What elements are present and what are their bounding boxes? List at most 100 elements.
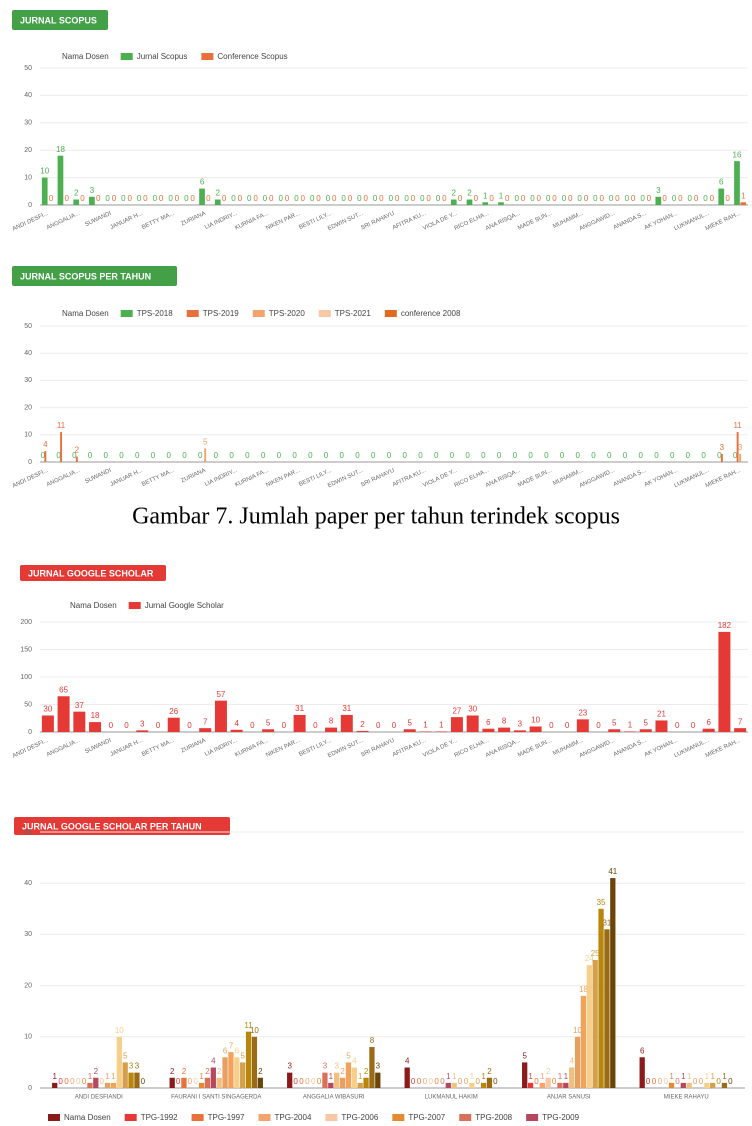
bar: [204, 1077, 211, 1088]
value-label: 0: [357, 194, 362, 203]
x-tick-label: SUWANDI: [84, 738, 112, 755]
legend-swatch: [48, 1114, 60, 1121]
value-label: 4: [352, 1057, 357, 1066]
value-label: 0: [341, 194, 346, 203]
legend-label: TPS-2021: [335, 309, 372, 318]
value-label: 0: [184, 194, 189, 203]
value-label: 30: [43, 705, 52, 714]
legend-swatch: [252, 310, 265, 317]
value-label: 0: [263, 194, 268, 203]
value-label: 0: [214, 451, 219, 460]
bar: [287, 1072, 293, 1088]
value-label: 11: [733, 421, 742, 430]
y-tick-label: 50: [24, 323, 32, 330]
bar: [240, 1062, 246, 1088]
bar: [450, 717, 463, 732]
value-label: 1: [687, 1072, 692, 1081]
value-label: 0: [615, 194, 620, 203]
x-tick-label: ANA RISQA...: [485, 468, 522, 489]
value-label: 0: [105, 194, 110, 203]
x-tick-label: MADE SUN...: [517, 738, 553, 759]
x-tick-label: RICO ELHA...: [454, 738, 491, 759]
x-tick-label: MIEKE RAH...: [705, 738, 742, 760]
legend-swatch: [128, 602, 141, 609]
bar: [41, 177, 48, 205]
bar: [498, 202, 504, 205]
value-label: 0: [159, 194, 164, 203]
value-label: 2: [182, 1067, 187, 1076]
value-label: 1: [499, 191, 504, 200]
value-label: 18: [579, 985, 588, 994]
value-label: 0: [514, 194, 519, 203]
caption: Gambar 7. Jumlah paper per tahun terinde…: [132, 504, 620, 530]
bar: [739, 453, 742, 462]
value-label: 0: [428, 1077, 433, 1086]
value-label: 0: [475, 1077, 480, 1086]
value-label: 0: [299, 1077, 304, 1086]
y-tick-label: 0: [28, 202, 32, 209]
bar: [419, 731, 432, 732]
value-label: 0: [646, 1077, 651, 1086]
value-label: 0: [584, 194, 589, 203]
title-badge: [20, 565, 166, 581]
value-label: 0: [686, 451, 691, 460]
bar: [598, 908, 604, 1088]
y-tick-label: 0: [28, 729, 32, 736]
value-label: 0: [387, 451, 392, 460]
legend-title: Nama Dosen: [62, 52, 109, 61]
value-label: 0: [137, 194, 142, 203]
bar: [527, 1082, 534, 1088]
value-label: 41: [608, 867, 617, 876]
value-label: 0: [662, 194, 667, 203]
x-tick-label: NIKEN PAR...: [265, 211, 301, 232]
bar: [198, 1082, 205, 1088]
value-label: 1: [452, 1072, 457, 1081]
value-label: 0: [652, 1077, 657, 1086]
bar: [116, 1036, 122, 1088]
bar: [513, 730, 526, 732]
y-tick-label: 10: [24, 432, 32, 439]
value-label: 3: [334, 1062, 339, 1071]
bar: [569, 1067, 575, 1088]
value-label: 11: [57, 421, 66, 430]
value-label: 0: [206, 194, 211, 203]
y-tick-label: 40: [24, 350, 32, 357]
value-label: 0: [710, 194, 715, 203]
x-tick-label: RICO ELHA...: [454, 211, 491, 232]
bar: [445, 1082, 451, 1088]
bar: [245, 1031, 252, 1088]
value-label: 0: [229, 451, 234, 460]
value-label: 1: [681, 1072, 686, 1081]
value-label: 0: [253, 194, 258, 203]
value-label: 0: [348, 194, 353, 203]
value-label: 0: [411, 194, 416, 203]
value-label: 0: [269, 194, 274, 203]
value-label: 5: [408, 718, 413, 727]
value-label: 0: [450, 451, 455, 460]
chart-title: JURNAL SCOPUS: [20, 15, 97, 25]
x-tick-label: ANGGALIA WIBASURI: [303, 1095, 365, 1101]
value-label: 0: [521, 194, 526, 203]
value-label: 0: [301, 194, 306, 203]
legend-swatch: [325, 1114, 338, 1121]
value-label: 1: [528, 1072, 533, 1081]
value-label: 0: [166, 451, 171, 460]
value-label: 0: [733, 451, 738, 460]
value-label: 0: [340, 451, 345, 460]
bar: [557, 1082, 563, 1088]
x-tick-label: BETTY MA...: [141, 211, 175, 231]
legend-swatch: [318, 310, 331, 317]
value-label: 0: [376, 721, 381, 730]
chart-title: JURNAL GOOGLE SCHOLAR PER TAHUN: [22, 821, 202, 831]
x-tick-label: ANGGALIA...: [46, 468, 81, 489]
value-label: 0: [577, 194, 582, 203]
value-label: 7: [203, 717, 208, 726]
value-label: 1: [52, 1072, 57, 1081]
bar: [608, 729, 621, 732]
bar: [104, 1082, 111, 1088]
x-tick-label: LIA INDRIY...: [204, 211, 238, 231]
value-label: 3: [135, 1062, 140, 1071]
bar: [228, 1052, 234, 1088]
bar: [545, 1077, 551, 1088]
value-label: 2: [205, 1067, 210, 1076]
